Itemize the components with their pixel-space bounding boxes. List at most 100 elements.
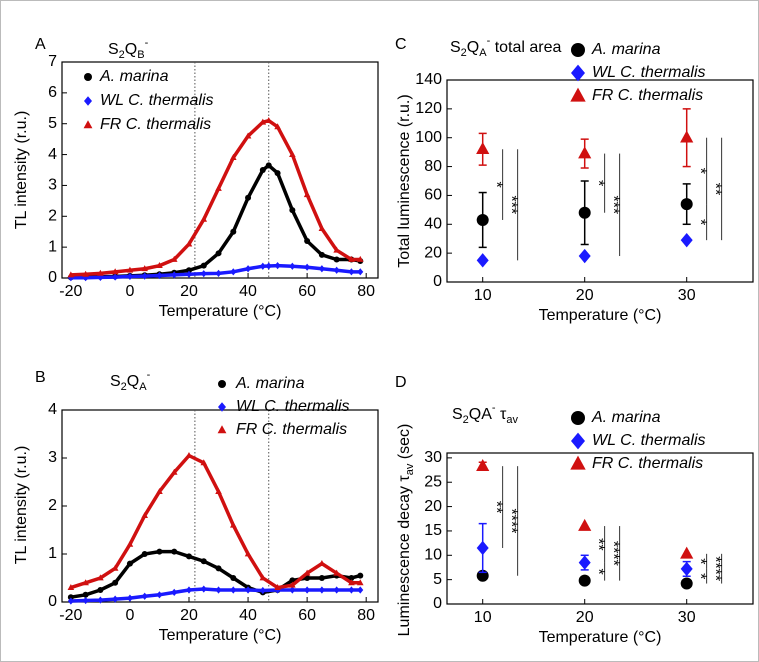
y-tick-label: 3 [48, 177, 57, 194]
panel-letter: B [35, 369, 46, 386]
y-tick-label: 1 [48, 545, 57, 562]
significance-label: ** [487, 501, 504, 513]
legend-marker [571, 64, 585, 82]
marker [318, 575, 325, 581]
legend-label: WL C. thermalis [592, 64, 706, 81]
marker [333, 586, 340, 594]
legend-label: FR C. thermalis [236, 421, 347, 438]
significance-label: *** [502, 195, 519, 214]
panel-title-part: B [137, 49, 144, 61]
legend-label: A. marina [591, 409, 661, 426]
marker [67, 597, 74, 605]
marker [304, 237, 311, 244]
y-tick-label: 30 [424, 449, 442, 466]
marker [476, 458, 490, 471]
marker [289, 581, 296, 588]
significance-label: *** [604, 195, 621, 214]
marker [265, 162, 272, 169]
marker [229, 154, 237, 161]
panel-letter: D [395, 374, 407, 391]
y-tick-label: 100 [415, 129, 442, 146]
marker [578, 574, 591, 587]
significance-label: ** [589, 538, 606, 550]
legend-label: WL C. thermalis [100, 92, 214, 109]
x-tick-label: 10 [474, 609, 492, 626]
marker [578, 206, 591, 219]
y-tick-label: 20 [424, 244, 442, 261]
x-tick-label: 0 [125, 607, 134, 624]
y-tick-label: 0 [48, 593, 57, 610]
marker [348, 255, 355, 262]
marker [112, 579, 119, 586]
x-tick-label: 80 [357, 607, 375, 624]
marker [200, 262, 207, 269]
legend-label: A. marina [235, 375, 305, 392]
marker [156, 488, 163, 494]
legend-marker [83, 120, 93, 129]
marker [259, 586, 266, 595]
marker [476, 213, 489, 226]
marker [303, 569, 311, 576]
marker [333, 266, 340, 274]
marker [200, 558, 207, 565]
panel-title: S2​QA​-​ [110, 369, 151, 393]
marker [274, 262, 281, 270]
marker [274, 123, 281, 130]
marker [170, 468, 178, 475]
marker [82, 596, 89, 605]
marker [348, 575, 355, 581]
marker [274, 584, 281, 590]
marker [97, 574, 104, 581]
marker [185, 452, 193, 458]
panel-title-part: S [450, 39, 461, 56]
legend-marker [217, 425, 227, 434]
marker [680, 130, 694, 143]
legend-label: WL C. thermalis [592, 432, 706, 449]
x-tick-label: 20 [180, 607, 198, 624]
marker [259, 167, 266, 173]
panel-title-part: - [147, 369, 151, 381]
marker [680, 577, 693, 590]
legend-label: FR C. thermalis [592, 87, 703, 104]
y-tick-label: 6 [48, 84, 57, 101]
marker [578, 146, 592, 159]
y-tick-label: 1 [48, 238, 57, 255]
y-tick-label: 5 [433, 571, 442, 588]
marker [318, 265, 325, 273]
legend-label: FR C. thermalis [592, 455, 703, 472]
marker [67, 594, 74, 601]
marker [289, 150, 296, 157]
y-tick-label: 0 [48, 269, 57, 286]
marker [171, 271, 178, 279]
y-axis-label: Luminescence decay τav​ (sec) [396, 424, 416, 637]
legend-marker [218, 380, 226, 388]
marker [97, 596, 104, 604]
x-tick-label: 20 [576, 287, 594, 304]
y-axis-label-part: Luminescence decay τ [396, 475, 413, 637]
panel-title-part: total area [490, 39, 561, 56]
marker [67, 271, 75, 278]
y-tick-label: 20 [424, 498, 442, 515]
panel-title-part: S [110, 373, 121, 390]
marker [141, 272, 148, 280]
marker [244, 550, 252, 557]
significance-label: * [589, 568, 606, 574]
panel-title-part: 2 [461, 47, 467, 59]
marker [578, 248, 591, 264]
marker [244, 132, 252, 139]
marker [215, 488, 222, 494]
panel-title: S2​QB​-​ [108, 37, 149, 61]
panel-title-part: A [139, 381, 147, 393]
legend-marker [218, 402, 226, 412]
y-axis-label: TL intensity (r.u.) [13, 446, 30, 565]
panel-title-part: S [108, 41, 119, 58]
panel-title-part: Q [125, 41, 137, 58]
marker [82, 270, 89, 277]
y-tick-label: 0 [433, 595, 442, 612]
marker [289, 586, 296, 594]
y-tick-label: 40 [424, 216, 442, 233]
marker [126, 560, 133, 567]
x-axis-label: Temperature (°C) [159, 627, 282, 644]
marker [245, 194, 252, 201]
x-tick-label: 80 [357, 283, 375, 300]
